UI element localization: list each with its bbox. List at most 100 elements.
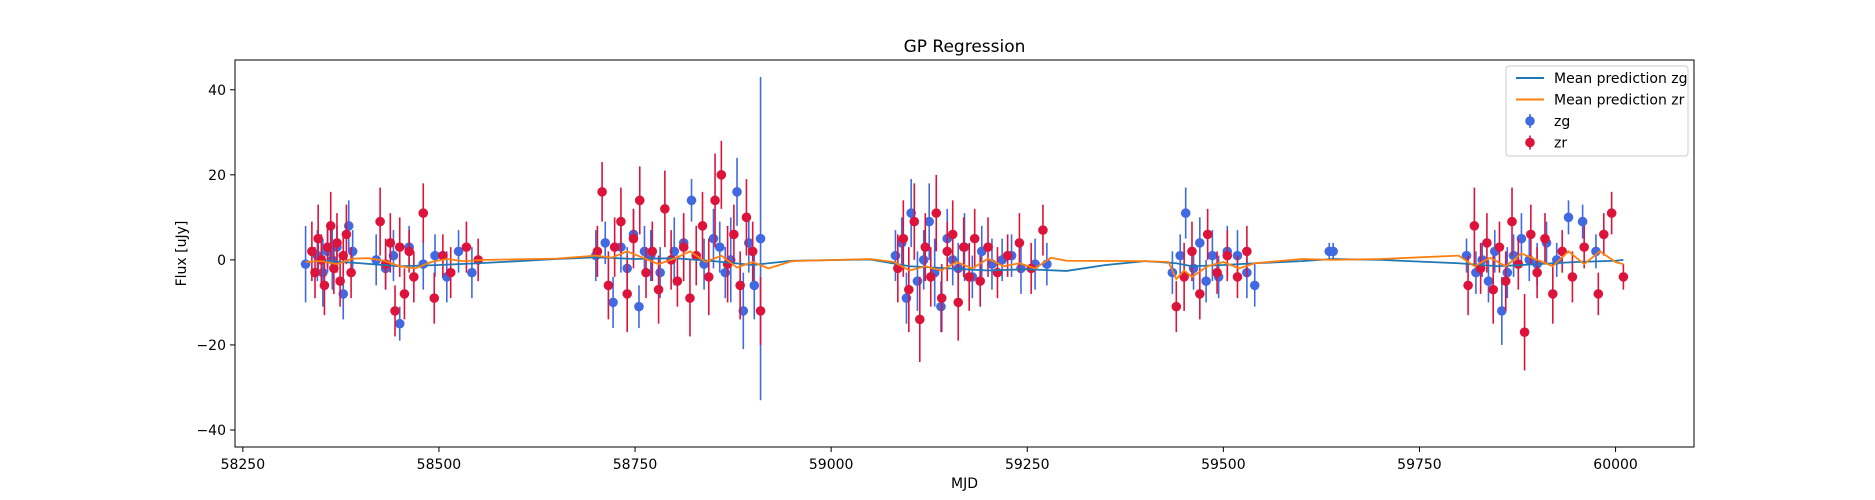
zr-point: [1526, 230, 1536, 240]
zr-point: [462, 242, 472, 252]
zr-point: [1195, 289, 1205, 299]
zr-point: [635, 196, 645, 206]
zg-point: [1564, 213, 1574, 223]
legend-point-swatch: [1525, 116, 1535, 126]
zr-point: [593, 247, 603, 257]
zg-point: [756, 234, 766, 244]
zr-point: [660, 204, 670, 214]
zr-point: [641, 268, 651, 278]
zr-point: [1599, 230, 1609, 240]
zg-point: [467, 268, 477, 278]
zg-point: [891, 251, 901, 261]
zr-point: [604, 281, 614, 291]
zr-point: [654, 285, 664, 295]
zr-point: [1003, 251, 1013, 261]
x-tick-label: 59250: [1005, 457, 1050, 473]
zr-point: [742, 213, 752, 223]
zr-point: [622, 289, 632, 299]
zg-point: [348, 247, 358, 257]
zr-point: [390, 306, 400, 316]
zr-point: [1203, 230, 1213, 240]
zr-point: [931, 208, 941, 218]
zr-point: [1488, 285, 1498, 295]
zr-point: [1520, 327, 1530, 337]
zr-point: [1222, 251, 1232, 261]
x-axis-title: MJD: [951, 476, 978, 492]
zr-point: [698, 221, 708, 231]
zg-point: [919, 255, 929, 265]
zr-point: [717, 170, 727, 180]
zr-point: [1548, 289, 1558, 299]
zr-point: [1619, 272, 1629, 282]
zr-point: [1187, 247, 1197, 257]
zr-point: [1540, 234, 1550, 244]
zg-point: [1328, 247, 1338, 257]
zr-point: [1463, 281, 1473, 291]
zg-point: [1250, 281, 1260, 291]
x-tick-label: 59500: [1201, 457, 1246, 473]
zg-point: [902, 293, 912, 303]
zg-point: [732, 187, 742, 197]
zr-point: [942, 247, 952, 257]
zr-point: [704, 272, 714, 282]
zr-point: [1568, 272, 1578, 282]
series-zr: [307, 141, 1628, 371]
x-axis-ticks: 58250 58500 58750 59000 59250 59500 59750 60000: [221, 447, 1638, 473]
zr-point: [400, 289, 410, 299]
zr-point: [1015, 238, 1025, 248]
x-tick-label: 60000: [1593, 457, 1638, 473]
zr-point: [909, 217, 919, 227]
zr-point: [395, 242, 405, 252]
zg-point: [1484, 276, 1494, 286]
zr-point: [1495, 242, 1505, 252]
zr-point: [959, 242, 969, 252]
zg-point: [655, 268, 665, 278]
zg-point: [608, 298, 618, 308]
zr-point: [409, 272, 419, 282]
zg-point: [715, 242, 725, 252]
zr-point: [320, 281, 330, 291]
zr-point: [915, 315, 925, 325]
zr-point: [983, 242, 993, 252]
zg-point: [749, 281, 759, 291]
zg-point: [344, 221, 354, 231]
zr-point: [926, 272, 936, 282]
legend-entry-label: Mean prediction zr: [1554, 93, 1685, 109]
zr-point: [970, 234, 980, 244]
zr-point: [920, 242, 930, 252]
zr-point: [1507, 217, 1517, 227]
zr-point: [1171, 302, 1181, 312]
zg-point: [301, 259, 311, 269]
zr-point: [1212, 268, 1222, 278]
zr-point: [953, 298, 963, 308]
zr-point: [616, 217, 626, 227]
zr-point: [610, 242, 620, 252]
zg-point: [634, 302, 644, 312]
zr-point: [597, 187, 607, 197]
zr-point: [1501, 276, 1511, 286]
y-axis-ticks: −40 −20 0 20 40: [196, 83, 235, 439]
y-tick-label: 0: [217, 253, 226, 269]
zr-point: [335, 276, 345, 286]
zr-point: [710, 196, 720, 206]
y-tick-label: 20: [208, 168, 226, 184]
zr-point: [629, 234, 639, 244]
zr-point: [1532, 268, 1542, 278]
zr-point: [1470, 221, 1480, 231]
legend-entry-label: Mean prediction zg: [1554, 71, 1688, 87]
zr-point: [964, 272, 974, 282]
chart-title: GP Regression: [904, 37, 1026, 57]
zg-point: [1195, 238, 1205, 248]
zr-point: [375, 217, 385, 227]
zr-point: [346, 268, 356, 278]
zg-point: [1503, 268, 1513, 278]
zg-point: [1201, 276, 1211, 286]
zr-point: [756, 306, 766, 316]
zr-point: [429, 293, 439, 303]
x-tick-label: 58250: [221, 457, 266, 473]
zr-point: [404, 247, 414, 257]
zr-point: [1233, 272, 1243, 282]
y-tick-label: −20: [196, 338, 226, 354]
zr-point: [1579, 242, 1589, 252]
